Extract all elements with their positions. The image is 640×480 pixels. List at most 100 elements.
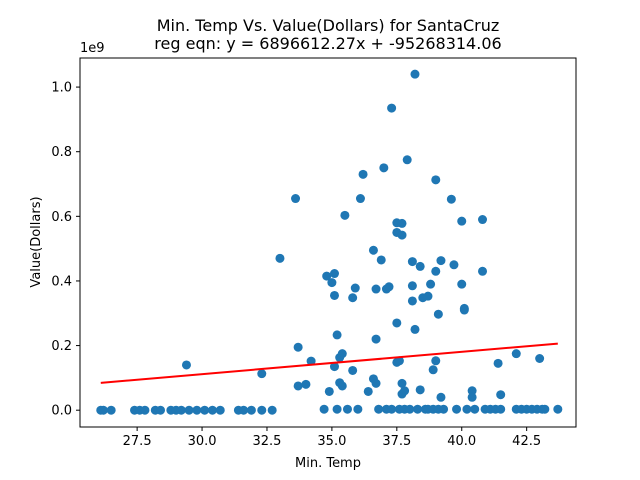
data-point [431,356,441,366]
data-point [428,365,438,375]
data-point [511,349,521,359]
data-point [239,405,249,415]
y-tick-label: 0.8 [51,145,72,160]
data-point [368,245,378,255]
data-point [496,404,506,414]
data-point [410,324,420,334]
regression-line [100,342,558,384]
data-point [301,379,311,389]
y-tick-label: 0.0 [51,404,72,419]
axes-frame [79,57,577,428]
data-point [407,296,417,306]
data-point [306,356,316,366]
data-point [332,330,342,340]
data-point [407,281,417,291]
data-point [348,365,358,375]
data-point [436,392,446,402]
data-point [246,405,256,415]
data-point [413,404,423,414]
data-point [387,103,397,113]
data-point [436,256,446,266]
data-point [457,279,467,289]
chart-title-line2: reg eqn: y = 6896612.27x + -95268314.06 [154,34,501,53]
data-point [348,293,358,303]
data-point [535,353,545,363]
data-point [493,358,503,368]
data-point [181,360,191,370]
data-point [457,216,467,226]
data-point [207,405,217,415]
data-point [192,405,202,415]
data-point [337,381,347,391]
data-point [257,405,267,415]
data-point [363,386,373,396]
data-point [329,362,339,372]
data-point [98,405,108,415]
data-point [293,342,303,352]
data-point [293,381,303,391]
data-point [371,284,381,294]
data-point [400,386,410,396]
data-point [397,378,407,388]
x-axis-label: Min. Temp [295,456,361,471]
data-point [353,404,363,414]
data-point [387,404,397,414]
data-point [423,291,433,301]
data-point [407,257,417,267]
data-point [215,405,225,415]
data-point [446,194,456,204]
data-point [332,404,342,414]
y-offset-label: 1e9 [80,41,105,56]
data-point [267,405,277,415]
data-point [452,404,462,414]
data-point [337,349,347,359]
plot-area: 27.5 30.0 32.5 35.0 37.5 40.0 42.5 0.0 0.2 0.4 0.6… [51,57,577,449]
data-point [355,194,365,204]
data-point [384,282,394,292]
data-point [449,260,459,270]
data-point [459,305,469,315]
data-point [319,404,329,414]
data-point [397,230,407,240]
data-point [467,392,477,402]
data-point [106,405,116,415]
data-point [329,269,339,279]
data-point [379,163,389,173]
data-point [327,278,337,288]
data-point [553,404,563,414]
y-axis-label: Value(Dollars) [29,196,44,287]
data-point [324,386,334,396]
data-point [426,279,436,289]
data-point [405,404,415,414]
data-point [415,385,425,395]
data-point [140,405,150,415]
data-point [431,175,441,185]
x-tick-label: 27.5 [123,434,152,449]
y-tick-label: 0.6 [51,210,72,225]
y-tick-label: 0.4 [51,274,72,289]
data-point [470,404,480,414]
y-tick-label: 1.0 [51,81,72,96]
data-point [462,404,472,414]
x-tick-label: 40.0 [447,434,476,449]
data-point [176,405,186,415]
data-point [371,334,381,344]
data-point [496,390,506,400]
data-point [402,155,412,165]
data-point [410,69,420,79]
x-tick-label: 37.5 [382,434,411,449]
data-point [350,283,360,293]
data-point [478,266,488,276]
data-point [371,378,381,388]
chart-title-line1: Min. Temp Vs. Value(Dollars) for SantaCr… [157,16,500,35]
data-point [439,404,449,414]
x-tick-label: 32.5 [252,434,281,449]
data-point [275,253,285,263]
data-point [467,386,477,396]
data-point [394,356,404,366]
x-tick-label: 30.0 [188,434,217,449]
data-point [392,318,402,328]
x-tick-label: 42.5 [512,434,541,449]
